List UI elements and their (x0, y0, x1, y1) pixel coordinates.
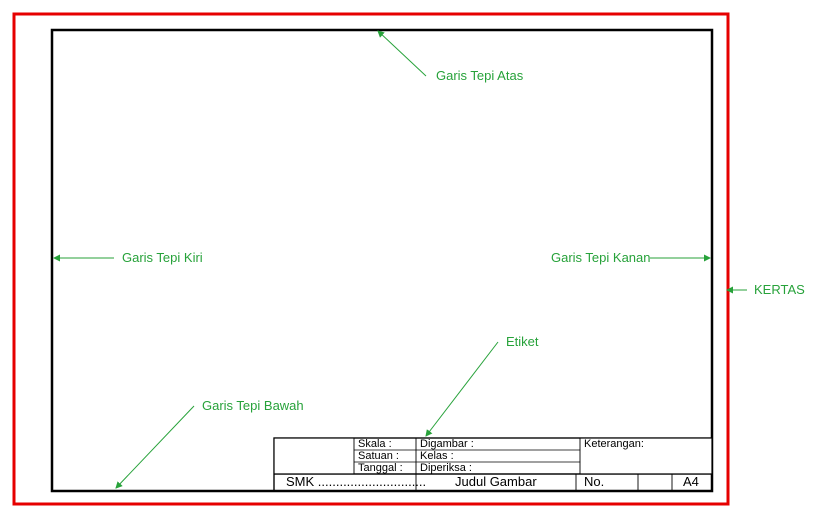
callout-arrows: Garis Tepi Atas Garis Tepi Kiri Garis Tepi… (54, 31, 805, 488)
label-right: Garis Tepi Kanan (551, 250, 651, 265)
titleblock-a4: A4 (683, 474, 699, 489)
titleblock-satuan: Satuan : (358, 450, 399, 462)
titleblock-smk: SMK .............................. (286, 474, 426, 489)
title-block: Skala :Satuan :Tanggal : Digambar :Kelas … (274, 438, 712, 491)
titleblock-no: No. (584, 474, 604, 489)
titleblock-keterangan: Keterangan: (584, 438, 644, 450)
label-left: Garis Tepi Kiri (122, 250, 203, 265)
titleblock-kelas: Kelas : (420, 450, 454, 462)
titleblock-digambar: Digambar : (420, 438, 474, 450)
titleblock-diperiksa: Diperiksa : (420, 462, 472, 474)
label-bottom: Garis Tepi Bawah (202, 398, 304, 413)
label-etiket: Etiket (506, 334, 539, 349)
arrow-bottom (116, 406, 194, 488)
label-top: Garis Tepi Atas (436, 68, 524, 83)
titleblock-judul: Judul Gambar (455, 474, 537, 489)
titleblock-tanggal: Tanggal : (358, 462, 403, 474)
arrow-etiket (426, 342, 498, 436)
titleblock-skala: Skala : (358, 438, 392, 450)
label-kertas: KERTAS (754, 282, 805, 297)
arrow-top (378, 31, 426, 76)
